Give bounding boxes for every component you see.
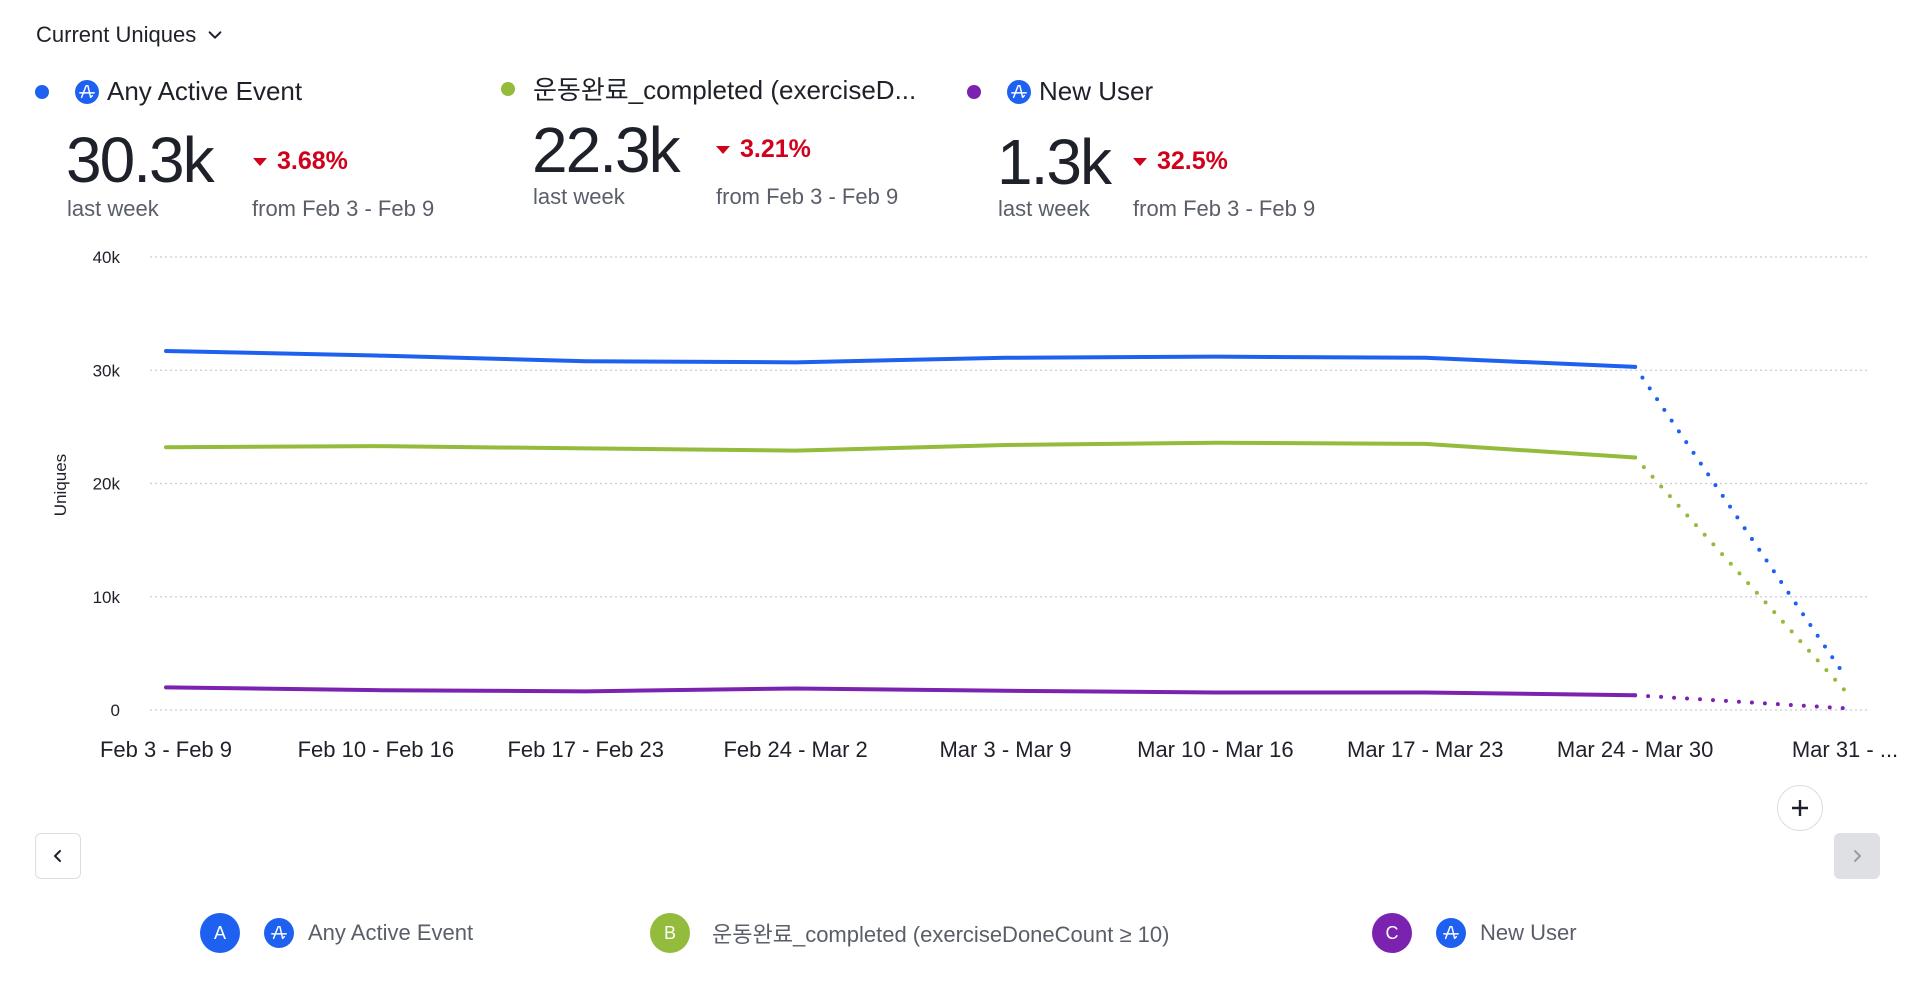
series-letter-badge: A: [200, 913, 240, 953]
x-tick-label: Mar 10 - Mar 16: [1137, 737, 1294, 762]
series-color-dot: [35, 84, 49, 99]
summary-value: 22.3k: [532, 114, 681, 186]
summary-change-label: from Feb 3 - Feb 9: [716, 184, 899, 209]
chevron-right-icon: [1854, 850, 1861, 862]
x-tick-label: Feb 17 - Feb 23: [507, 737, 664, 762]
y-tick-label: 0: [111, 701, 120, 720]
x-tick-label: Mar 3 - Mar 9: [939, 737, 1071, 762]
down-triangle-icon: [1133, 157, 1147, 166]
summary-change: 3.21%: [716, 135, 811, 164]
down-triangle-icon: [716, 145, 730, 154]
legend-item-c[interactable]: C New User: [1372, 913, 1577, 953]
previous-page-button[interactable]: [35, 833, 81, 879]
series-color-dot: [967, 84, 981, 99]
series-line[interactable]: [164, 348, 1638, 369]
x-tick-label: Mar 17 - Mar 23: [1347, 737, 1504, 762]
summary-change-value: 3.21%: [740, 135, 811, 163]
legend-item-a[interactable]: A Any Active Event: [200, 913, 473, 953]
y-tick-label: 30k: [93, 361, 121, 380]
y-tick-label: 20k: [93, 475, 121, 494]
summary-change-label: from Feb 3 - Feb 9: [252, 196, 435, 221]
series-letter-badge: B: [650, 913, 690, 953]
summary-change-label: from Feb 3 - Feb 9: [1133, 196, 1316, 221]
line-chart: Uniques 0 10k 20k 30k 40k Feb 3 - Feb 9 Feb 1…: [51, 248, 1898, 762]
y-axis-label: Uniques: [51, 454, 70, 516]
series-letter-badge: C: [1372, 913, 1412, 953]
series-2: [164, 440, 1847, 693]
series-name: New User: [1039, 76, 1154, 106]
metric-selector-label: Current Uniques: [36, 22, 197, 47]
y-tick-label: 10k: [93, 588, 121, 607]
x-tick-label: Mar 31 - ...: [1792, 737, 1898, 762]
summary-change: 3.68%: [253, 147, 348, 176]
chevron-down-icon: [208, 31, 222, 39]
summary-value: 1.3k: [997, 126, 1112, 198]
legend-label: Any Active Event: [308, 920, 474, 945]
amplitude-event-icon: [1007, 79, 1031, 104]
series-line[interactable]: [164, 440, 1638, 460]
summary-series-c-header: New User: [967, 76, 1153, 107]
summary-value: 30.3k: [66, 124, 215, 196]
series-line-incomplete[interactable]: [1633, 364, 1847, 679]
series-name: Any Active Event: [107, 76, 303, 106]
down-triangle-icon: [253, 157, 267, 166]
series-color-dot: [501, 81, 515, 96]
summary-series-b-header: 운동완료_completed (exerciseD...: [501, 70, 916, 107]
summary-value-label: last week: [67, 196, 159, 221]
summary-change: 32.5%: [1133, 147, 1228, 176]
plus-icon: [1792, 800, 1808, 816]
summary-change-value: 3.68%: [277, 147, 348, 175]
series-3: [164, 685, 1847, 711]
series-line[interactable]: [164, 685, 1638, 698]
legend-item-b[interactable]: B 운동완료_completed (exerciseDoneCount ≥ 10…: [650, 913, 1169, 953]
x-tick-label: Feb 10 - Feb 16: [298, 737, 455, 762]
series-line-incomplete[interactable]: [1633, 455, 1847, 693]
legend-label: New User: [1480, 920, 1577, 945]
series-1: [164, 348, 1847, 679]
chevron-left-icon: [54, 850, 61, 862]
x-tick-label: Mar 24 - Mar 30: [1557, 737, 1714, 762]
summary-value-label: last week: [998, 196, 1090, 221]
add-annotation-button[interactable]: [1777, 785, 1823, 831]
metric-selector[interactable]: Current Uniques: [36, 22, 224, 48]
amplitude-event-icon: [75, 79, 99, 104]
series-name: 운동완료_completed (exerciseD...: [533, 75, 917, 105]
x-tick-label: Feb 24 - Mar 2: [723, 737, 867, 762]
series-line-incomplete[interactable]: [1633, 693, 1847, 711]
amplitude-event-icon: [1436, 918, 1466, 948]
summary-series-a-header: Any Active Event: [35, 76, 302, 107]
summary-change-value: 32.5%: [1157, 147, 1228, 175]
summary-value-label: last week: [533, 184, 625, 209]
amplitude-event-icon: [264, 918, 294, 948]
x-tick-label: Feb 3 - Feb 9: [100, 737, 232, 762]
legend-label: 운동완료_completed (exerciseDoneCount ≥ 10): [712, 922, 1170, 947]
next-page-button[interactable]: [1834, 833, 1880, 879]
y-tick-label: 40k: [93, 248, 121, 267]
